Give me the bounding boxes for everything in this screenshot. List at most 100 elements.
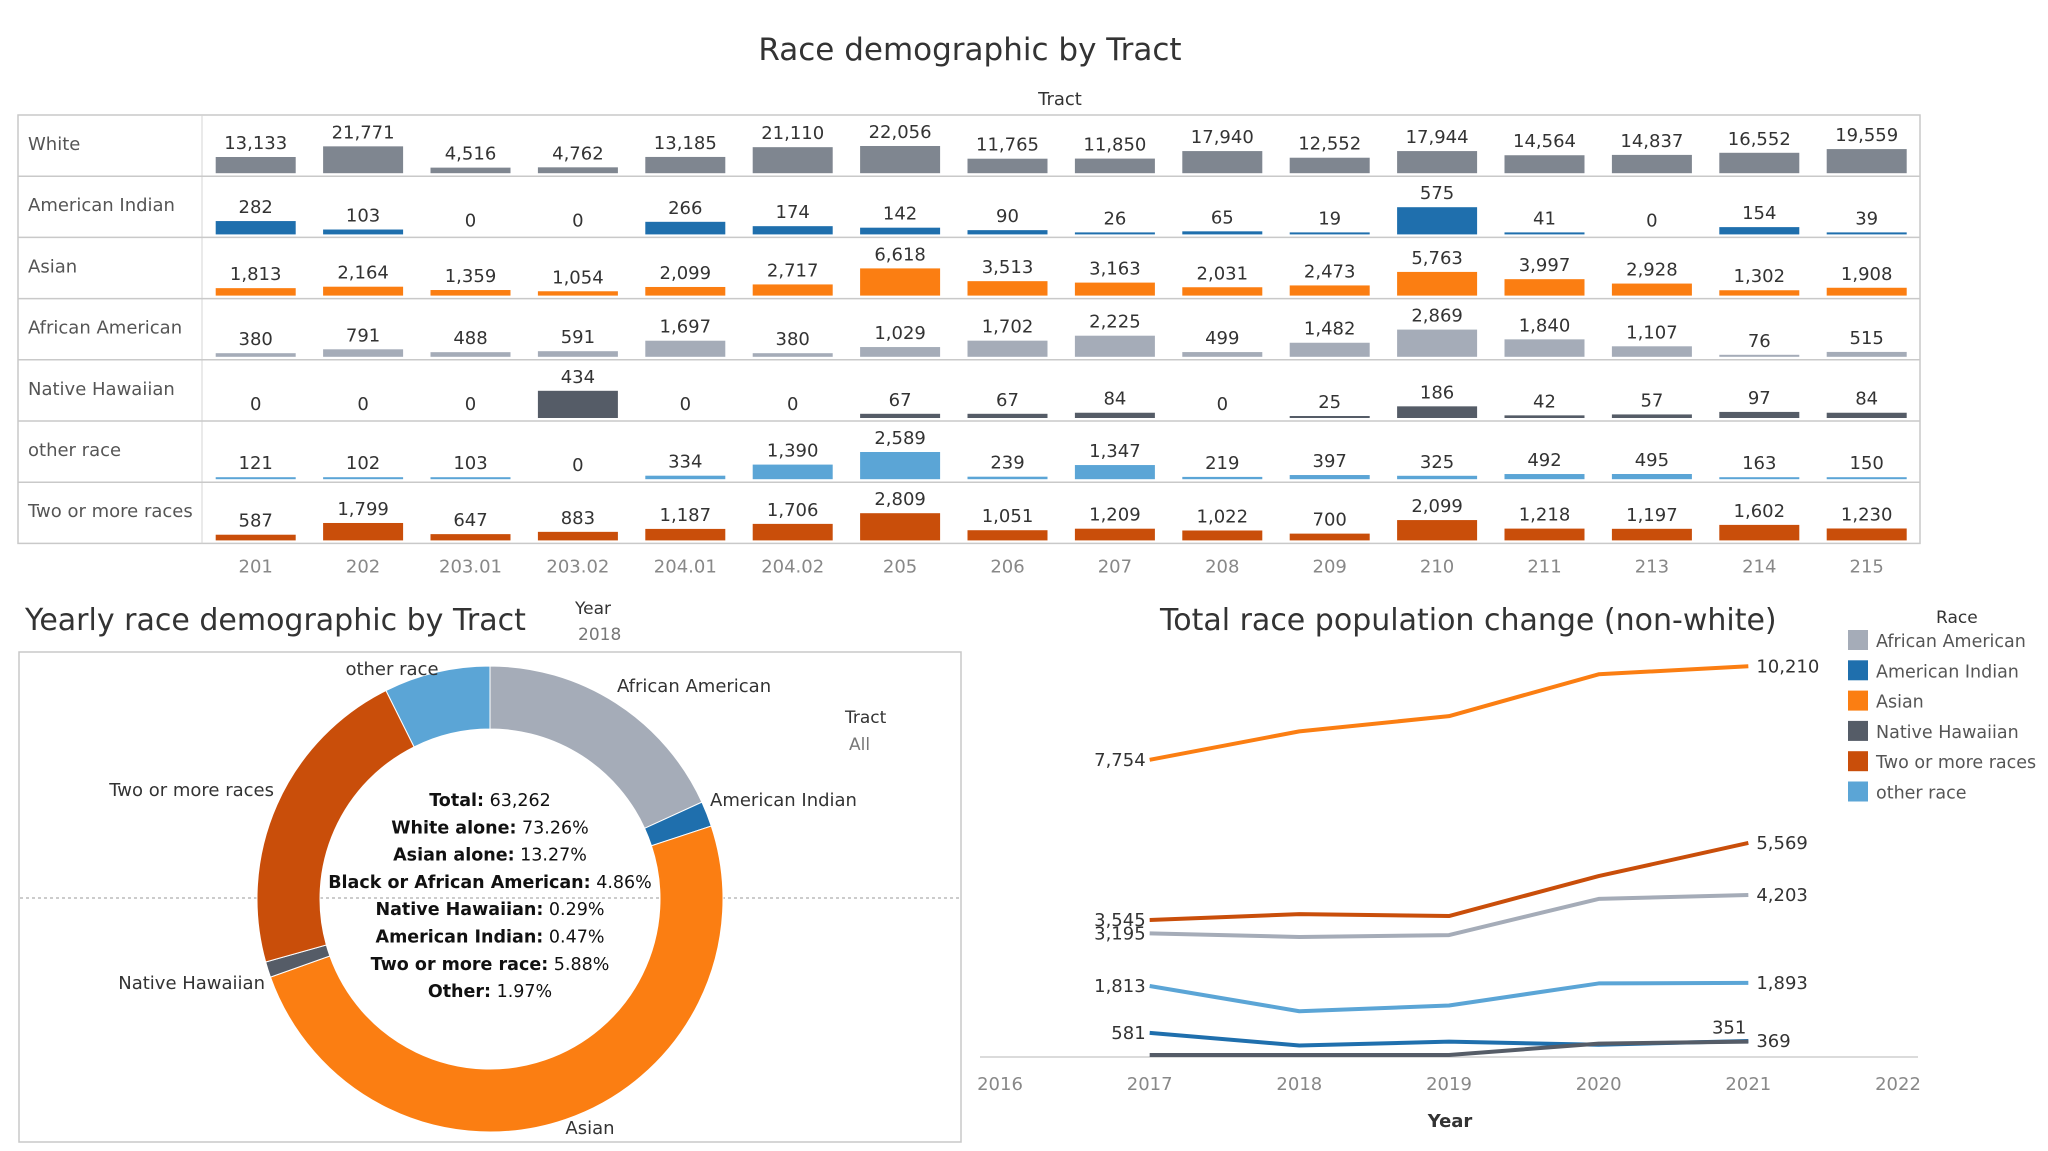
bar-value-label: 1,051: [982, 506, 1034, 527]
bar-value-label: 19,559: [1835, 125, 1898, 146]
bar-value-label: 492: [1527, 450, 1561, 471]
bar-african-american: [967, 340, 1048, 357]
x-tick-label: 2017: [1127, 1074, 1173, 1095]
x-tick-label: 2022: [1875, 1074, 1921, 1095]
bar-value-label: 0: [572, 455, 583, 476]
bar-value-label: 2,928: [1626, 260, 1678, 281]
bar-value-label: 19: [1318, 208, 1341, 229]
donut-slice-label-other-race: other race: [345, 659, 438, 680]
bar-two-or-more-races: [1611, 528, 1692, 541]
tract-tick-label: 215: [1850, 556, 1884, 577]
bar-value-label: 2,809: [874, 489, 926, 510]
bar-other-race: [1074, 465, 1155, 480]
bar-value-label: 2,031: [1197, 263, 1249, 284]
bar-american-indian: [215, 221, 296, 235]
bar-asian: [430, 290, 511, 296]
bar-value-label: 1,029: [874, 323, 926, 344]
bar-value-label: 1,107: [1626, 322, 1678, 343]
bar-white: [1397, 151, 1478, 174]
bar-african-american: [1826, 351, 1907, 357]
bar-value-label: 67: [996, 390, 1019, 411]
bar-other-race: [1182, 476, 1263, 480]
tract-tick-label: 204.02: [761, 556, 824, 577]
donut-center-label: Total:: [429, 791, 484, 811]
bar-asian: [752, 284, 833, 296]
bar-value-label: 174: [776, 202, 810, 223]
tract-filter-value[interactable]: All: [849, 735, 870, 755]
bar-two-or-more-races: [1504, 528, 1585, 541]
donut-center-line: Black or African American: 4.86%: [328, 873, 652, 893]
bar-value-label: 219: [1205, 453, 1239, 474]
bar-other-race: [1611, 473, 1692, 480]
bar-grid-frame: [17, 114, 1921, 545]
bar-asian: [1289, 285, 1370, 296]
bar-asian: [1182, 287, 1263, 296]
bar-value-label: 90: [996, 206, 1019, 227]
bar-other-race: [1826, 477, 1907, 480]
race-line-panel: Total race population change (non-white)…: [977, 603, 2036, 1132]
bar-value-label: 397: [1313, 451, 1347, 472]
donut-center-line: Native Hawaiian: 0.29%: [375, 900, 604, 920]
bar-value-label: 103: [453, 453, 487, 474]
bar-value-label: 1,390: [767, 441, 819, 462]
legend-label-native-hawaiian: Native Hawaiian: [1876, 723, 2019, 743]
tract-tick-label: 206: [990, 556, 1024, 577]
tract-tick-label: 207: [1098, 556, 1132, 577]
bar-value-label: 700: [1313, 510, 1347, 531]
bar-value-label: 17,940: [1191, 127, 1254, 148]
bar-white: [645, 156, 726, 174]
legend-swatch-two-or-more-races: [1848, 751, 1868, 772]
bar-value-label: 1,482: [1304, 319, 1356, 340]
bar-value-label: 3,997: [1519, 255, 1571, 276]
donut-center-label: Native Hawaiian:: [375, 900, 543, 920]
bar-value-label: 42: [1533, 391, 1556, 412]
tract-tick-label: 203.02: [546, 556, 609, 577]
bar-value-label: 3,513: [982, 257, 1034, 278]
bar-american-indian: [1182, 231, 1263, 235]
bar-two-or-more-races: [1719, 524, 1800, 541]
legend-label-american-indian: American Indian: [1876, 662, 2019, 682]
tract-tick-label: 211: [1527, 556, 1561, 577]
bar-value-label: 591: [561, 327, 595, 348]
bar-value-label: 1,706: [767, 500, 819, 521]
line-end-label: 1,893: [1756, 973, 1808, 994]
bar-value-label: 488: [453, 328, 487, 349]
donut-frame: [18, 651, 962, 1143]
row-label-asian: Asian: [28, 256, 77, 277]
bar-value-label: 380: [776, 329, 810, 350]
bar-white: [1074, 158, 1155, 174]
legend-swatch-asian: [1848, 690, 1868, 711]
bar-two-or-more-races: [215, 534, 296, 541]
bar-value-label: 0: [357, 394, 368, 415]
bar-native-hawaiian: [1397, 406, 1478, 418]
year-filter-value[interactable]: 2018: [578, 625, 621, 645]
donut-center-line: Other: 1.97%: [428, 982, 552, 1002]
bar-african-american: [1611, 346, 1692, 357]
donut-center-value: 0.47%: [543, 928, 604, 948]
bar-two-or-more-races: [860, 513, 941, 541]
bar-value-label: 26: [1103, 208, 1126, 229]
bar-value-label: 4,516: [445, 144, 497, 165]
donut-title: Yearly race demographic by Tract: [24, 603, 526, 638]
bar-native-hawaiian: [1289, 416, 1370, 418]
bar-value-label: 186: [1420, 382, 1454, 403]
bar-native-hawaiian: [1074, 412, 1155, 418]
bar-value-label: 14,564: [1513, 131, 1576, 152]
line-native-hawaiian: [1149, 1039, 1749, 1057]
bar-asian: [323, 286, 404, 296]
bar-value-label: 0: [680, 394, 691, 415]
donut-slice-label-asian: Asian: [565, 1118, 614, 1139]
bar-value-label: 1,197: [1626, 505, 1678, 526]
bar-asian: [645, 286, 726, 296]
donut-center-line: Total: 63,262: [429, 791, 551, 811]
bar-native-hawaiian: [1504, 415, 1585, 418]
bar-african-american: [323, 349, 404, 357]
bar-value-label: 13,133: [224, 133, 287, 154]
bar-value-label: 791: [346, 325, 380, 346]
x-tick-label: 2020: [1576, 1074, 1622, 1095]
bar-white: [1289, 157, 1370, 174]
bar-value-label: 16,552: [1728, 129, 1791, 150]
donut-slice-label-two-or-more-races: Two or more races: [108, 780, 274, 801]
bar-value-label: 647: [453, 510, 487, 531]
bar-value-label: 2,099: [660, 263, 712, 284]
